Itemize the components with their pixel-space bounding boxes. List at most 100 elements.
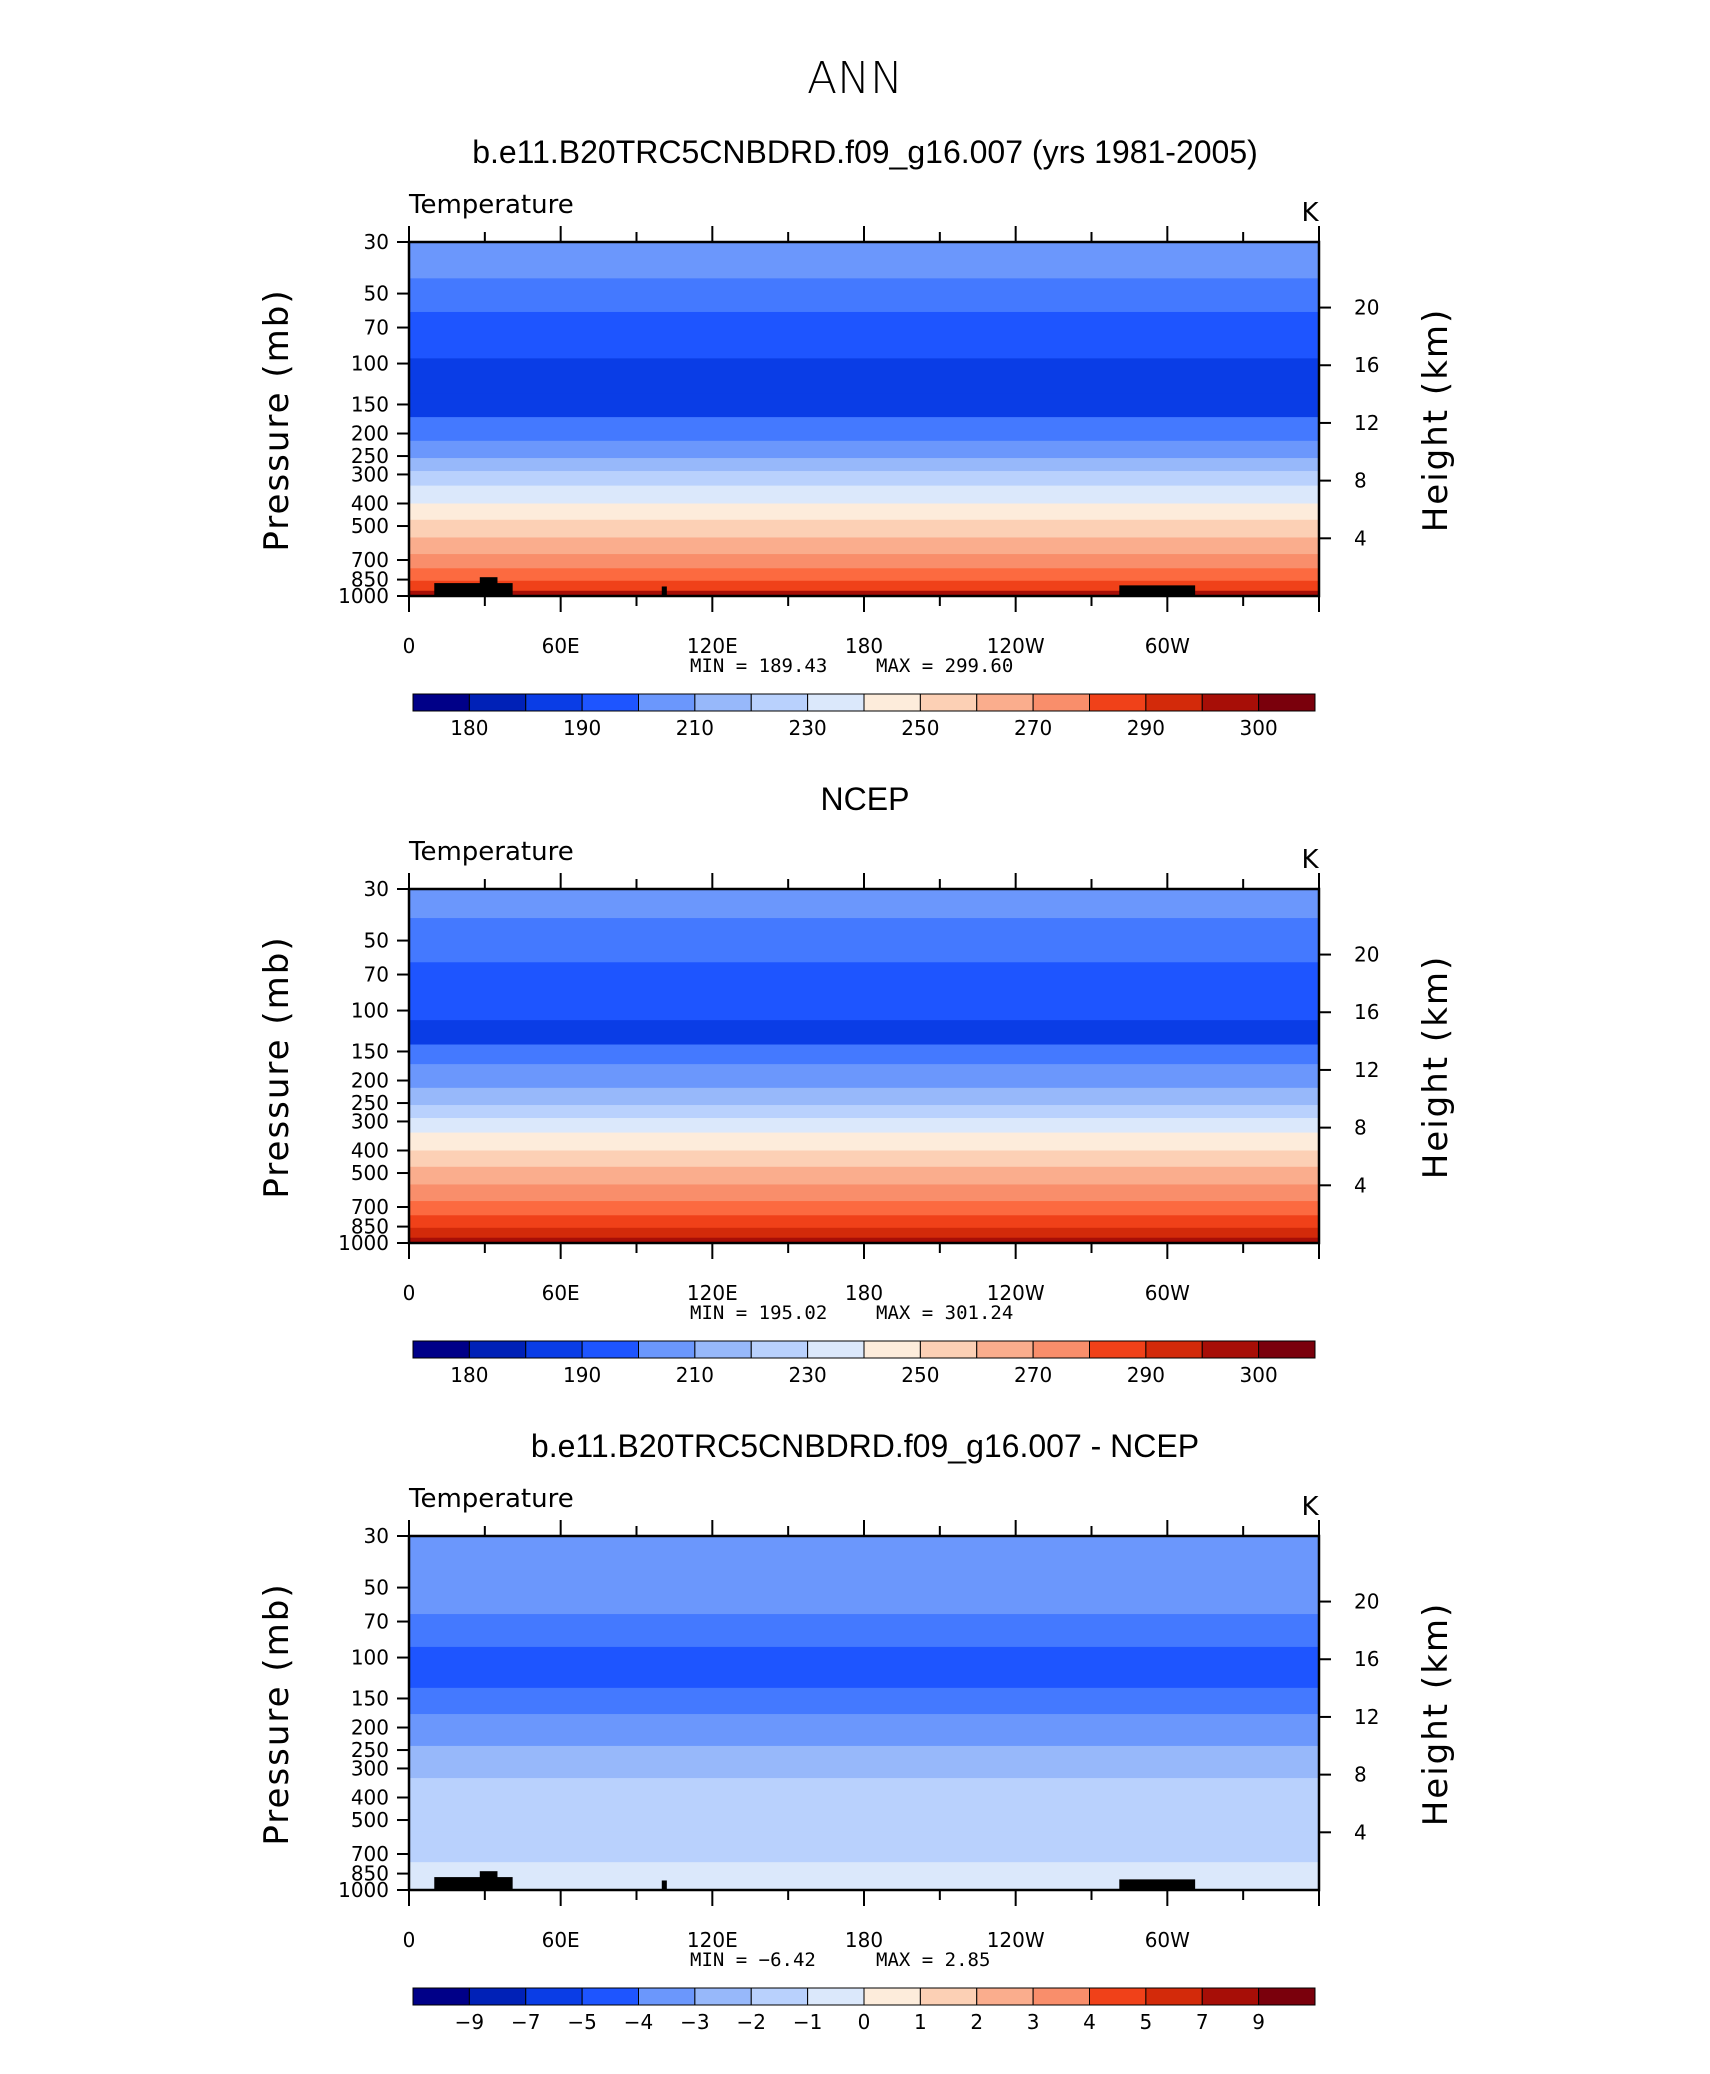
pressure-tick-label: 250	[351, 1738, 389, 1762]
colorbar-cell	[750, 1340, 809, 1359]
contour-band	[409, 1064, 1319, 1089]
y2-axis-title: Height (km)	[1416, 955, 1456, 1180]
lon-tick-label: 60E	[542, 634, 580, 658]
colorbar-label: −2	[737, 2010, 766, 2034]
colorbar-cell	[638, 693, 696, 712]
contour-band	[409, 568, 1319, 582]
contour-band	[409, 458, 1319, 472]
pressure-tick-label: 50	[364, 929, 389, 953]
colorbar-label: 300	[1240, 716, 1278, 740]
lon-tick-label: 60W	[1145, 634, 1190, 658]
colorbar-label: 210	[676, 716, 714, 740]
colorbar-cell	[581, 693, 639, 712]
variable-label: Temperature	[408, 190, 574, 220]
pressure-tick-label: 1000	[338, 1878, 389, 1902]
lon-tick-label: 60W	[1145, 1281, 1190, 1305]
contour-band	[409, 1745, 1319, 1779]
colorbar-label: 180	[450, 716, 488, 740]
colorbar-cell	[694, 1987, 752, 2006]
pressure-tick-label: 100	[351, 352, 389, 376]
colorbar-label: 230	[789, 1363, 827, 1387]
pressure-tick-label: 250	[351, 444, 389, 468]
colorbar-cell	[807, 1987, 865, 2006]
colorbar-label: 290	[1127, 716, 1165, 740]
colorbar-label: 9	[1252, 2010, 1265, 2034]
pressure-tick-label: 30	[364, 1524, 389, 1548]
colorbar-cell	[807, 1340, 865, 1359]
contour-band	[409, 1044, 1319, 1065]
colorbar-label: 0	[858, 2010, 871, 2034]
colorbar-label: 290	[1127, 1363, 1165, 1387]
pressure-tick-label: 850	[351, 1862, 389, 1886]
height-tick-label: 4	[1354, 1173, 1367, 1197]
contour-band	[409, 590, 1319, 596]
height-tick-label: 20	[1354, 1590, 1379, 1614]
colorbar-label: 5	[1140, 2010, 1153, 2034]
colorbar-label: 3	[1027, 2010, 1040, 2034]
colorbar-cell	[1201, 1987, 1260, 2006]
topography-block	[479, 577, 498, 596]
colorbar-cell	[694, 1340, 752, 1359]
height-tick-label: 20	[1354, 296, 1379, 320]
pressure-tick-label: 700	[351, 548, 389, 572]
contour-fill	[409, 242, 1319, 597]
colorbar-cell	[412, 1987, 470, 2006]
y2-axis-title: Height (km)	[1416, 1602, 1456, 1827]
colorbar-cell	[976, 1340, 1034, 1359]
pressure-tick-label: 100	[351, 999, 389, 1023]
colorbar-label: 2	[970, 2010, 983, 2034]
colorbar-cell	[1032, 1987, 1090, 2006]
pressure-tick-label: 400	[351, 1138, 389, 1162]
colorbar-cell	[750, 1987, 809, 2006]
topography-block	[434, 583, 513, 596]
contour-band	[409, 471, 1319, 487]
height-tick-label: 8	[1354, 469, 1367, 493]
topography-block	[661, 1880, 667, 1890]
contour-band	[409, 1087, 1319, 1106]
pressure-tick-label: 850	[351, 1215, 389, 1239]
contour-band	[409, 503, 1319, 521]
pressure-tick-label: 1000	[338, 1231, 389, 1255]
colorbar-cell	[863, 693, 921, 712]
colorbar-label: 190	[563, 1363, 601, 1387]
pressure-tick-label: 30	[364, 877, 389, 901]
colorbar-cell	[807, 693, 865, 712]
contour-band	[409, 1105, 1319, 1119]
contour-band	[409, 417, 1319, 442]
contour-band	[409, 1215, 1319, 1229]
panel-title: b.e11.B20TRC5CNBDRD.f09_g16.007 - NCEP	[531, 1428, 1199, 1464]
height-tick-label: 12	[1354, 1058, 1379, 1082]
colorbar-cell	[412, 693, 470, 712]
contour-band	[409, 1118, 1319, 1134]
colorbar-label: 250	[901, 716, 939, 740]
colorbar-cell	[1145, 1987, 1203, 2006]
colorbar-cell	[976, 693, 1034, 712]
panel-title: NCEP	[821, 781, 910, 817]
contour-band	[409, 1646, 1319, 1689]
pressure-tick-label: 400	[351, 491, 389, 515]
lon-tick-label: 180	[845, 1281, 883, 1305]
y-axis-title: Pressure (mb)	[257, 935, 297, 1198]
colorbar-label: 300	[1240, 1363, 1278, 1387]
colorbar-cell	[750, 693, 809, 712]
contour-band	[409, 311, 1319, 359]
pressure-tick-label: 200	[351, 1069, 389, 1093]
contour-band	[409, 1166, 1319, 1185]
colorbar-cell	[694, 693, 752, 712]
pressure-tick-label: 150	[351, 1686, 389, 1710]
colorbar-cell	[1032, 1340, 1090, 1359]
colorbar-label: −7	[511, 2010, 540, 2034]
colorbar-cell	[1201, 1340, 1260, 1359]
height-tick-label: 16	[1354, 1647, 1379, 1671]
lon-tick-label: 120E	[687, 1928, 738, 1952]
pressure-tick-label: 100	[351, 1646, 389, 1670]
min-label: MIN = −6.42	[690, 1949, 816, 1971]
colorbar-cell	[1145, 1340, 1203, 1359]
lon-tick-label: 180	[845, 1928, 883, 1952]
contour-band	[409, 537, 1319, 555]
pressure-tick-label: 200	[351, 1716, 389, 1740]
contour-band	[409, 1150, 1319, 1168]
colorbar: 180 190 210 230 250 270 290 300	[412, 1340, 1316, 1387]
pressure-tick-label: 500	[351, 1808, 389, 1832]
